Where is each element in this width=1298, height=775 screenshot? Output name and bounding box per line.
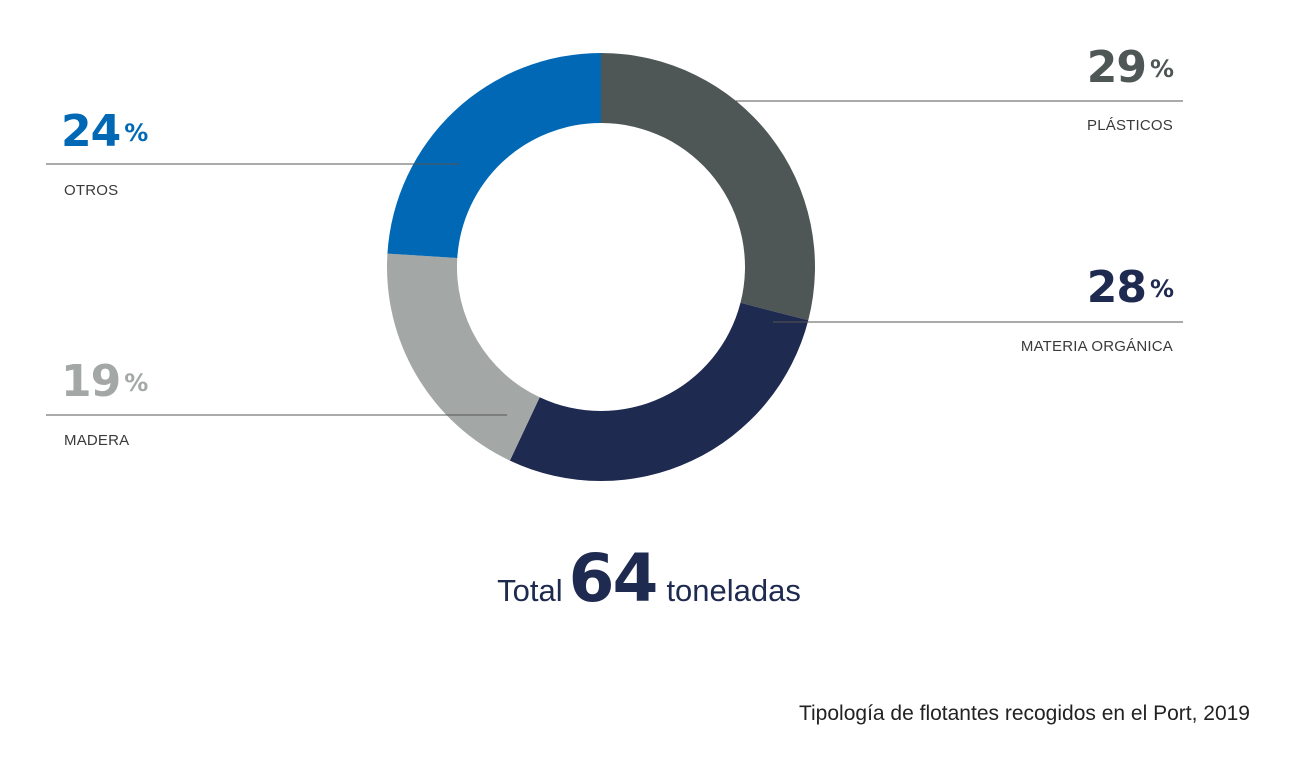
percent-sign-materia-organica: % [1149, 275, 1174, 303]
total-suffix: toneladas [666, 573, 801, 608]
total-value: 64 [568, 540, 659, 617]
percent-label-madera: 19% [61, 360, 148, 404]
category-label-otros: OTROS [64, 182, 119, 199]
percent-sign-otros: % [124, 119, 148, 147]
percent-sign-plasticos: % [1149, 55, 1174, 83]
category-label-materia-organica: MATERIA ORGÁNICA [1020, 338, 1173, 355]
percent-label-plasticos: 29% [1087, 46, 1174, 90]
percent-value-otros: 24 [61, 106, 121, 157]
slice-pl-sticos [601, 53, 815, 321]
percent-value-plasticos: 29 [1086, 42, 1147, 93]
percent-label-materia-organica: 28% [1087, 266, 1174, 310]
leader-lines [46, 100, 1183, 416]
slice-materia-org-nica [509, 302, 809, 481]
category-label-madera: MADERA [64, 432, 130, 449]
slice-madera [386, 253, 540, 461]
percent-value-materia-organica: 28 [1086, 262, 1147, 313]
percent-sign-madera: % [124, 369, 148, 397]
percent-value-madera: 19 [61, 356, 121, 407]
total-summary: Total64 toneladas [0, 540, 1298, 617]
donut-slices [386, 53, 815, 481]
category-label-plasticos: PLÁSTICOS [1087, 117, 1173, 134]
slice-otros [387, 53, 601, 258]
percent-label-otros: 24% [61, 110, 148, 154]
total-prefix: Total [497, 573, 563, 608]
chart-caption: Tipología de flotantes recogidos en el P… [798, 702, 1250, 725]
